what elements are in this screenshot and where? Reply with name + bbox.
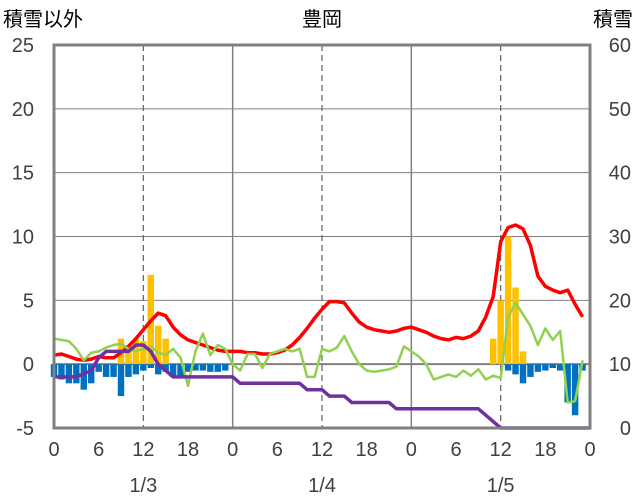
x-tick-label: 6 [272,439,283,461]
left-tick-label: 0 [23,354,34,376]
right-tick-label: 30 [609,227,631,249]
bar [542,364,549,371]
bar [110,364,117,377]
right-tick-label: 20 [609,290,631,312]
bar [207,364,214,372]
right-axis-ticks: 60 50 40 30 20 10 0 [609,35,631,440]
bar [497,300,504,365]
series-line [54,343,590,430]
bar [155,325,162,365]
x-tick-label: 6 [450,439,461,461]
bar [557,364,564,371]
bar [102,364,110,377]
x-tick-label: 6 [93,439,104,461]
bar [125,345,132,365]
bar [222,364,229,371]
chart-title: 豊岡 [302,8,342,31]
date-label: 1/5 [487,475,515,497]
left-tick-label: 10 [12,227,34,249]
series-line [53,223,585,363]
bar [132,364,140,375]
x-tick-label: 18 [177,439,199,461]
left-tick-label: 15 [12,163,34,185]
right-tick-label: 60 [609,35,631,57]
bar [549,364,556,368]
bar [490,338,497,365]
left-axis-ticks: 25 20 15 10 5 0 -5 [12,35,34,440]
x-tick-label: 0 [227,439,238,461]
bar [519,364,527,384]
plot-frame [52,43,592,430]
bar [504,236,512,365]
line-series [53,223,590,430]
x-tick-label: 12 [490,439,512,461]
right-tick-label: 10 [609,354,631,376]
bar [192,364,199,371]
x-tick-label: 0 [48,439,59,461]
bar [199,364,207,371]
x-tick-label: 0 [406,439,417,461]
date-label: 1/4 [308,475,336,497]
bar [140,341,147,365]
bar [140,364,147,371]
bar [519,351,527,365]
left-tick-label: -5 [16,418,34,440]
bar [527,364,534,377]
bar [512,287,519,365]
bar [512,364,519,375]
bar [58,364,65,380]
right-tick-label: 50 [609,99,631,121]
right-tick-label: 40 [609,163,631,185]
bar [534,364,542,372]
bar [162,338,169,365]
x-axis-ticks: 0 6 12 18 0 6 12 18 0 6 12 18 0 [48,439,595,461]
bar [564,364,571,403]
right-tick-label: 0 [620,418,631,440]
bar [162,364,169,372]
date-label: 1/3 [129,475,157,497]
bar [169,364,177,377]
bar [184,364,192,372]
bar [95,364,102,372]
bar [147,364,154,368]
bar [571,364,579,416]
bar [117,364,125,397]
x-tick-label: 18 [356,439,378,461]
bar [73,364,80,384]
left-tick-label: 5 [23,290,34,312]
x-tick-label: 12 [311,439,333,461]
bar [65,364,73,384]
right-axis-label: 積雪 [593,8,633,31]
bar [177,364,184,377]
left-tick-label: 20 [12,99,34,121]
x-tick-label: 0 [584,439,595,461]
bar [88,364,95,384]
bar [155,364,162,375]
series-line [53,301,584,404]
bar [125,364,132,377]
bar [504,364,512,371]
left-axis-label: 積雪以外 [3,8,83,31]
x-tick-label: 18 [534,439,556,461]
bar [214,364,221,372]
bar [80,364,87,390]
date-labels: 1/3 1/4 1/5 [129,475,514,497]
left-tick-label: 25 [12,35,34,57]
x-tick-label: 12 [132,439,154,461]
